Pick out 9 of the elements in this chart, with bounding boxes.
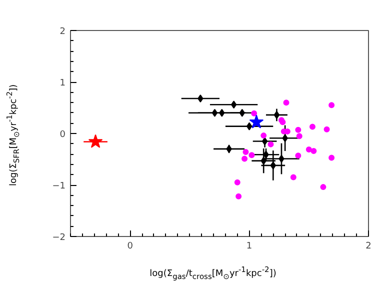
x-tick-label: 2: [366, 242, 372, 252]
y-tick-label: 2: [60, 27, 66, 37]
y-tick-label: 0: [60, 130, 66, 140]
y-tick-label: 1: [60, 78, 66, 88]
x-tick-label: 1: [246, 242, 252, 252]
x-tick-label: 0: [127, 242, 134, 252]
y-tick-label: −1: [52, 182, 66, 192]
y-tick-label: −2: [52, 233, 66, 243]
text: log(Σ$_{gas}$/t$_{cross}$[M$_{⊙}$yr$^{-1}$kpc$^{-2}$]): [150, 265, 276, 281]
